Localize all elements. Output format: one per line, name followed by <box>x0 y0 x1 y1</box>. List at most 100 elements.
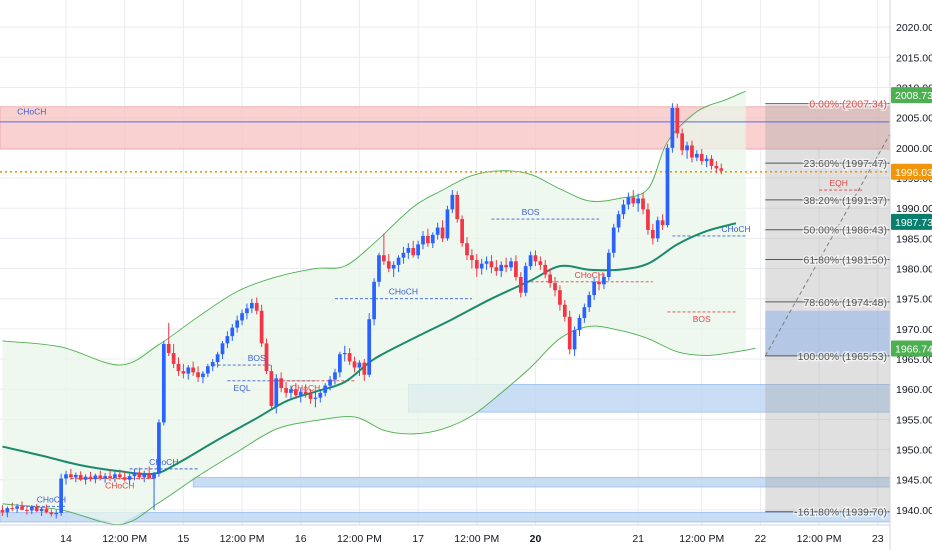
candle-body <box>577 318 582 331</box>
x-tick-label: 12:00 PM <box>102 533 147 545</box>
candle-body <box>259 310 264 344</box>
candle-body <box>597 281 601 285</box>
candle-body <box>641 198 645 210</box>
candle-body <box>338 354 342 373</box>
structure-label: CHoCH <box>149 457 178 467</box>
x-tick-label: 14 <box>60 533 72 545</box>
fib-level-label: 78.60% (1974.48) <box>804 297 887 309</box>
candle-body <box>709 158 714 166</box>
candle-body <box>29 506 34 511</box>
price-badge-label: 2008.73 <box>895 90 932 102</box>
candle-body <box>0 509 5 513</box>
candle-body <box>347 353 352 362</box>
candle-body <box>470 255 474 261</box>
candle-body <box>323 385 328 393</box>
x-tick-label: 15 <box>178 533 190 545</box>
candle-body <box>147 473 152 479</box>
candle-body <box>670 108 675 148</box>
price-badge <box>891 87 932 104</box>
bb-upper <box>2 90 746 366</box>
candle-body <box>215 354 220 363</box>
candle-body <box>680 133 685 151</box>
candle-body <box>254 302 259 311</box>
candles <box>0 103 724 519</box>
candle-body <box>166 343 171 354</box>
candle-body <box>108 476 112 478</box>
x-tick-label: 21 <box>632 533 644 545</box>
price-badges: 2008.73 1996.03 1987.73 1966.74 <box>891 87 932 357</box>
candle-body <box>191 367 196 373</box>
supply-zone <box>0 106 891 150</box>
y-tick-label: 1985.00 <box>896 233 932 245</box>
candle-body <box>504 264 508 268</box>
x-tick-label: 20 <box>530 533 542 545</box>
candle-body <box>318 392 323 398</box>
y-tick-label: 1975.00 <box>896 294 932 306</box>
candle-body <box>650 229 655 239</box>
candle-body <box>518 276 523 293</box>
y-tick-label: 1965.00 <box>896 354 932 366</box>
candle-body <box>5 508 10 513</box>
candle-body <box>362 362 367 375</box>
candle-body <box>274 378 279 407</box>
bb-lower <box>2 325 756 525</box>
candle-body <box>313 397 318 399</box>
supply-zone-label: CHoCH <box>17 107 46 117</box>
y-tick-label: 1990.00 <box>896 203 932 215</box>
fib-highlight <box>765 310 890 356</box>
candle-body <box>333 372 337 380</box>
candle-body <box>34 506 39 512</box>
candle-body <box>606 252 611 277</box>
candle-body <box>352 361 357 368</box>
candle-body <box>103 476 107 479</box>
candle-body <box>308 394 313 399</box>
candle-body <box>406 248 411 253</box>
candle-body <box>269 371 274 407</box>
candle-body <box>704 158 709 162</box>
candle-body <box>548 274 552 284</box>
candle-body <box>572 330 577 350</box>
candle-body <box>602 276 606 285</box>
candle-body <box>342 353 347 355</box>
candle-body <box>714 165 719 169</box>
y-tick-label: 2005.00 <box>896 113 932 125</box>
candle-body <box>293 389 298 396</box>
structure-label: CHoCH <box>105 481 134 491</box>
candle-body <box>479 263 484 269</box>
candle-body <box>655 220 660 239</box>
candle-body <box>377 255 381 282</box>
candle-body <box>474 260 479 269</box>
candle-body <box>240 313 244 321</box>
candle-body <box>171 353 176 364</box>
y-tick-label: 1950.00 <box>896 445 932 457</box>
fib-level-label: 0.00% (2007.34) <box>809 99 887 111</box>
candle-body <box>494 267 499 271</box>
candle-body <box>249 302 254 309</box>
price-badge <box>891 163 932 180</box>
fib-level-label: 61.80% (1981.50) <box>804 254 887 266</box>
candle-body <box>264 343 269 372</box>
candle-body <box>73 474 78 478</box>
fib-level-label: 50.00% (1986.43) <box>804 225 887 237</box>
candle-body <box>161 343 166 423</box>
y-tick-label: 1960.00 <box>896 384 932 396</box>
candle-body <box>20 506 24 510</box>
candle-body <box>665 147 670 226</box>
candle-body <box>98 475 103 479</box>
structure-label: BOS <box>248 353 266 363</box>
x-tick-label: 16 <box>295 533 307 545</box>
candle-body <box>117 474 122 478</box>
candle-body <box>685 145 689 151</box>
fib-level-label: 23.60% (1997.47) <box>804 158 887 170</box>
candle-body <box>54 512 59 515</box>
candle-body <box>88 476 93 480</box>
candle-body <box>401 252 406 258</box>
candle-body <box>235 320 240 328</box>
candle-body <box>157 422 161 474</box>
candle-body <box>132 472 137 477</box>
candle-body <box>416 244 420 256</box>
candle-body <box>616 214 621 228</box>
structure-label: CHoCH <box>389 287 418 297</box>
candle-body <box>421 235 425 245</box>
